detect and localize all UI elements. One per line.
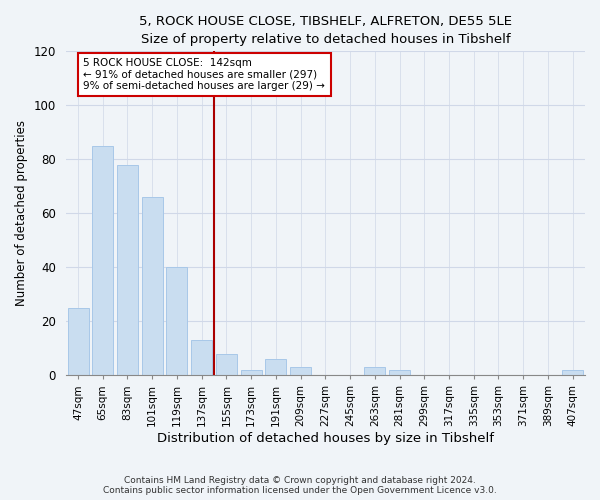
Bar (389, 370, 410, 376)
Bar (562, 370, 583, 376)
Bar (216, 354, 237, 376)
Bar (166, 268, 187, 376)
Bar (117, 164, 138, 376)
Bar (265, 359, 286, 376)
Bar (191, 340, 212, 376)
Bar (364, 367, 385, 376)
Bar (290, 367, 311, 376)
Text: Contains HM Land Registry data © Crown copyright and database right 2024.
Contai: Contains HM Land Registry data © Crown c… (103, 476, 497, 495)
Text: 5 ROCK HOUSE CLOSE:  142sqm
← 91% of detached houses are smaller (297)
9% of sem: 5 ROCK HOUSE CLOSE: 142sqm ← 91% of deta… (83, 58, 325, 92)
Bar (142, 197, 163, 376)
Bar (68, 308, 89, 376)
X-axis label: Distribution of detached houses by size in Tibshelf: Distribution of detached houses by size … (157, 432, 494, 445)
Bar (241, 370, 262, 376)
Bar (92, 146, 113, 376)
Y-axis label: Number of detached properties: Number of detached properties (15, 120, 28, 306)
Title: 5, ROCK HOUSE CLOSE, TIBSHELF, ALFRETON, DE55 5LE
Size of property relative to d: 5, ROCK HOUSE CLOSE, TIBSHELF, ALFRETON,… (139, 15, 512, 46)
